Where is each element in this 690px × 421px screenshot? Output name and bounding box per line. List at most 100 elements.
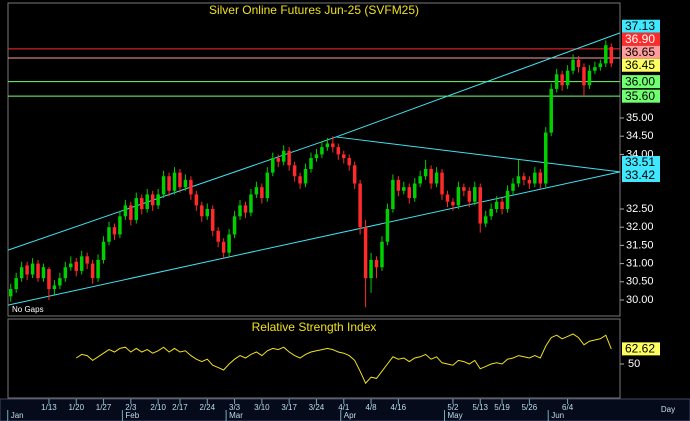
y-tick-label: 35.00 bbox=[626, 112, 654, 124]
candle-body bbox=[30, 263, 35, 275]
level-label-box bbox=[622, 32, 660, 46]
x-tick-label: 5/26 bbox=[522, 403, 538, 412]
rsi-title: Relative Strength Index bbox=[252, 320, 377, 334]
candle-body bbox=[194, 194, 199, 206]
candle-body bbox=[265, 172, 270, 199]
candle-body bbox=[52, 285, 57, 290]
candle-body bbox=[205, 208, 210, 217]
plot-layer: 30.0030.5031.0031.5032.0032.5034.0034.50… bbox=[7, 19, 660, 421]
candle-body bbox=[369, 259, 373, 279]
candle-body bbox=[407, 187, 412, 199]
candle-body bbox=[412, 183, 417, 199]
x-tick-label: 6/4 bbox=[562, 403, 574, 412]
candle-body bbox=[58, 278, 62, 286]
candle-body bbox=[473, 187, 477, 202]
candle-body bbox=[150, 194, 155, 206]
level-label: 33.51 bbox=[625, 155, 655, 169]
candle-body bbox=[298, 176, 302, 184]
candle-body bbox=[320, 147, 324, 155]
candle-body bbox=[363, 227, 368, 279]
candle-body bbox=[74, 261, 78, 271]
x-tick-label: 1/27 bbox=[96, 403, 112, 412]
candle-body bbox=[292, 165, 297, 177]
candle-body bbox=[69, 263, 73, 268]
candle-body bbox=[374, 259, 379, 268]
candle-body bbox=[336, 147, 341, 155]
candle-body bbox=[47, 269, 51, 290]
x-unit-label: Day bbox=[661, 405, 675, 414]
level-label-box bbox=[622, 169, 660, 183]
candle-body bbox=[511, 183, 515, 191]
level-label-box bbox=[622, 75, 660, 89]
y-tick-label: 30.50 bbox=[626, 276, 654, 288]
level-label-box bbox=[622, 89, 660, 103]
y-tick-label: 31.50 bbox=[626, 239, 654, 251]
trendline bbox=[7, 136, 337, 251]
rsi-last-label: 62.62 bbox=[625, 342, 655, 356]
date-bar bbox=[0, 398, 690, 421]
y-tick-label: 34.50 bbox=[626, 130, 654, 142]
candle-body bbox=[19, 267, 24, 279]
candle-body bbox=[303, 168, 308, 184]
x-tick-label: 4/1 bbox=[338, 403, 350, 412]
candle-body bbox=[123, 205, 128, 217]
candle-body bbox=[101, 241, 106, 260]
candle-body bbox=[576, 59, 581, 68]
candle-body bbox=[352, 165, 357, 184]
candle-body bbox=[587, 70, 592, 86]
candle-body bbox=[238, 205, 242, 217]
x-tick-label: 5/13 bbox=[472, 403, 488, 412]
level-label: 37.13 bbox=[625, 19, 655, 33]
candle-body bbox=[221, 241, 226, 253]
x-tick-label: 4/8 bbox=[365, 403, 377, 412]
chart-title: Silver Online Futures Jun-25 (SVFM25) bbox=[209, 3, 419, 17]
candle-body bbox=[456, 187, 461, 206]
candle-body bbox=[112, 227, 117, 235]
candle-body bbox=[107, 227, 111, 242]
candle-body bbox=[483, 216, 488, 224]
x-tick-label: 3/10 bbox=[254, 403, 270, 412]
y-tick-label: 31.00 bbox=[626, 257, 654, 269]
x-tick-label: 5/19 bbox=[494, 403, 510, 412]
level-label-box bbox=[622, 58, 660, 72]
candle-body bbox=[254, 187, 259, 195]
candle-body bbox=[309, 158, 313, 169]
candle-body bbox=[598, 63, 603, 68]
candle-body bbox=[90, 263, 95, 279]
candle-body bbox=[385, 208, 390, 242]
candle-body bbox=[331, 143, 335, 148]
candle-body bbox=[41, 267, 46, 279]
candle-body bbox=[391, 179, 395, 209]
candle-body bbox=[489, 208, 493, 217]
gap-note: No Gaps bbox=[12, 305, 44, 314]
trendline bbox=[336, 136, 621, 173]
candle-body bbox=[183, 179, 188, 188]
level-label-box bbox=[622, 45, 660, 59]
candle-body bbox=[172, 172, 177, 191]
x-tick-label: 2/24 bbox=[199, 403, 215, 412]
candle-body bbox=[516, 176, 521, 184]
x-tick-label: 5/2 bbox=[447, 403, 459, 412]
candle-body bbox=[287, 150, 291, 166]
x-tick-label: 3/17 bbox=[281, 403, 297, 412]
month-label: May bbox=[447, 411, 462, 420]
candle-body bbox=[145, 194, 149, 209]
candle-body bbox=[604, 45, 608, 64]
candle-body bbox=[178, 172, 182, 188]
level-label: 36.45 bbox=[625, 58, 655, 72]
candle-body bbox=[565, 70, 570, 86]
candle-body bbox=[210, 208, 215, 231]
candle-body bbox=[14, 278, 18, 290]
candle-body bbox=[249, 194, 253, 213]
x-tick-label: 1/20 bbox=[68, 403, 84, 412]
y-tick-label: 30.00 bbox=[626, 294, 654, 306]
level-label: 36.00 bbox=[625, 74, 655, 88]
candle-body bbox=[522, 176, 526, 180]
candle-body bbox=[429, 168, 433, 184]
level-label-box bbox=[622, 19, 660, 33]
x-tick-label: 4/16 bbox=[391, 403, 407, 412]
candle-body bbox=[118, 216, 122, 235]
candle-body bbox=[96, 259, 100, 279]
candle-body bbox=[276, 158, 280, 162]
